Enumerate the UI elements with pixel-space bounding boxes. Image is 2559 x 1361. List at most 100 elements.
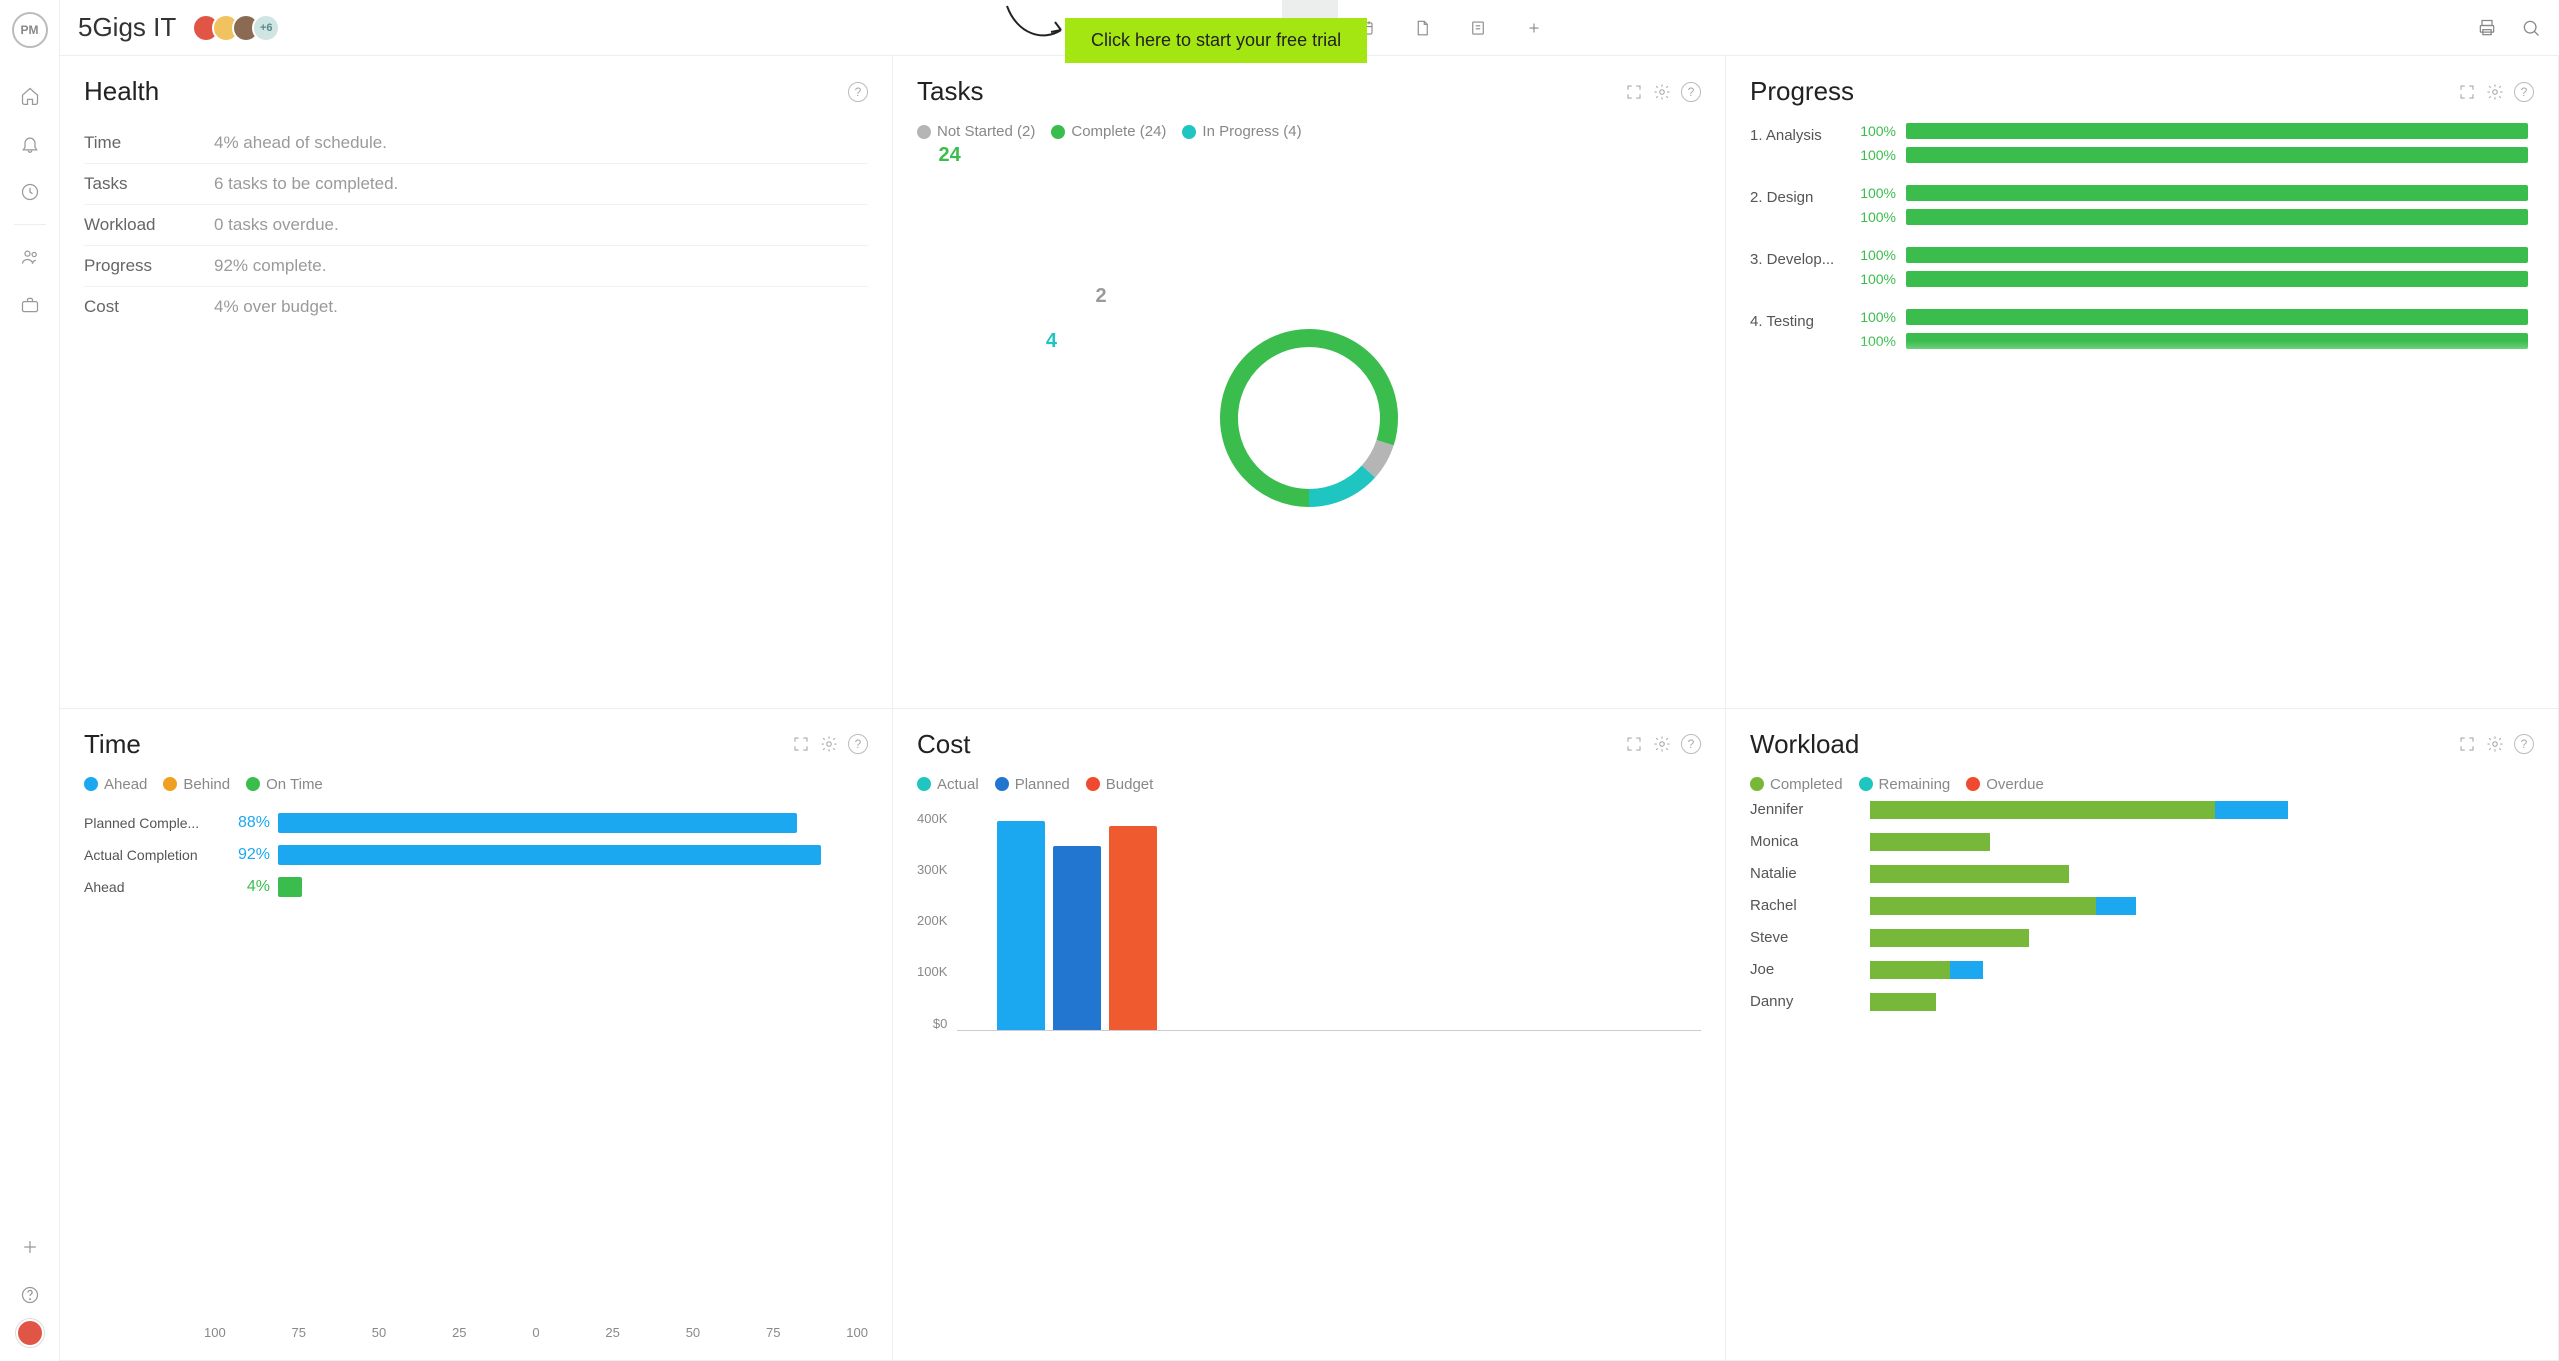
add-icon[interactable] xyxy=(10,1227,50,1267)
legend-item: Completed xyxy=(1750,776,1843,793)
view-report-icon[interactable] xyxy=(1450,0,1506,56)
workload-row: Monica xyxy=(1750,833,2534,851)
help-icon[interactable] xyxy=(10,1275,50,1315)
legend-item: Ahead xyxy=(84,776,147,793)
legend-item: In Progress (4) xyxy=(1182,123,1301,140)
view-add-icon[interactable] xyxy=(1506,0,1562,56)
project-title: 5Gigs IT xyxy=(78,12,176,43)
sidebar: PM xyxy=(0,0,60,1361)
progress-bar xyxy=(1906,185,2528,201)
health-value: 4% over budget. xyxy=(214,297,338,317)
topbar-right xyxy=(2477,18,2541,38)
workload-segment xyxy=(1870,897,2096,915)
panel-help-icon[interactable]: ? xyxy=(848,82,868,102)
panel-time: Time ? Ahead Behind On Time Planned Comple… xyxy=(60,709,893,1361)
settings-icon[interactable] xyxy=(2486,83,2504,101)
cost-bar xyxy=(997,821,1045,1030)
axis-tick: 100K xyxy=(917,964,947,979)
workload-row: Natalie xyxy=(1750,865,2534,883)
time-label: Ahead xyxy=(84,879,214,895)
time-row: Actual Completion92% xyxy=(84,845,868,865)
settings-icon[interactable] xyxy=(1653,83,1671,101)
axis-tick: 100 xyxy=(846,1325,868,1340)
print-icon[interactable] xyxy=(2477,18,2497,38)
legend-label: Actual xyxy=(937,776,979,793)
expand-icon[interactable] xyxy=(1625,735,1643,753)
people-icon[interactable] xyxy=(10,237,50,277)
panel-progress: Progress ? 1. Analysis100%100%2. Design1… xyxy=(1726,56,2559,709)
workload-name: Monica xyxy=(1750,833,1870,850)
health-row: Workload0 tasks overdue. xyxy=(84,205,868,246)
topbar: 5Gigs IT +6 Click here to start your fre xyxy=(60,0,2559,56)
progress-pct: 100% xyxy=(1856,309,1896,325)
progress-item: 3. Develop...100%100% xyxy=(1750,247,2528,287)
avatar-stack[interactable]: +6 xyxy=(192,14,280,42)
cost-chart xyxy=(957,801,1701,1031)
legend-swatch xyxy=(1859,777,1873,791)
cta-button[interactable]: Click here to start your free trial xyxy=(1065,18,1367,63)
time-row: Ahead4% xyxy=(84,877,868,897)
settings-icon[interactable] xyxy=(820,735,838,753)
donut-value-label: 24 xyxy=(939,144,961,167)
progress-pct: 100% xyxy=(1856,123,1896,139)
view-file-icon[interactable] xyxy=(1394,0,1450,56)
legend-item: Budget xyxy=(1086,776,1154,793)
axis-tick: 400K xyxy=(917,811,947,826)
workload-name: Joe xyxy=(1750,961,1870,978)
legend-swatch xyxy=(995,777,1009,791)
workload-segment xyxy=(1870,801,2215,819)
health-label: Time xyxy=(84,133,214,153)
panel-help-icon[interactable]: ? xyxy=(2514,734,2534,754)
axis-tick: 100 xyxy=(204,1325,226,1340)
expand-icon[interactable] xyxy=(792,735,810,753)
progress-item: 1. Analysis100%100% xyxy=(1750,123,2528,163)
home-icon[interactable] xyxy=(10,76,50,116)
member-avatar-more[interactable]: +6 xyxy=(252,14,280,42)
health-row: Tasks6 tasks to be completed. xyxy=(84,164,868,205)
progress-pct: 100% xyxy=(1856,333,1896,349)
panel-help-icon[interactable]: ? xyxy=(1681,82,1701,102)
panel-title: Time xyxy=(84,729,141,760)
axis-tick: 75 xyxy=(766,1325,780,1340)
axis-tick: 0 xyxy=(532,1325,539,1340)
workload-segment xyxy=(1870,993,1936,1011)
time-label: Planned Comple... xyxy=(84,815,214,831)
health-value: 92% complete. xyxy=(214,256,326,276)
panel-help-icon[interactable]: ? xyxy=(1681,734,1701,754)
legend-label: Budget xyxy=(1106,776,1154,793)
briefcase-icon[interactable] xyxy=(10,285,50,325)
expand-icon[interactable] xyxy=(2458,735,2476,753)
legend-item: Actual xyxy=(917,776,979,793)
legend-item: Behind xyxy=(163,776,230,793)
panel-help-icon[interactable]: ? xyxy=(2514,82,2534,102)
progress-bar xyxy=(1906,209,2528,225)
health-label: Tasks xyxy=(84,174,214,194)
legend-label: On Time xyxy=(266,776,323,793)
legend-swatch xyxy=(246,777,260,791)
clock-icon[interactable] xyxy=(10,172,50,212)
panel-title: Health xyxy=(84,76,159,107)
search-icon[interactable] xyxy=(2521,18,2541,38)
axis-tick: 75 xyxy=(292,1325,306,1340)
workload-body: JenniferMonicaNatalieRachelSteveJoeDanny xyxy=(1750,801,2534,1341)
time-bar xyxy=(278,877,302,897)
settings-icon[interactable] xyxy=(2486,735,2504,753)
progress-bar xyxy=(1906,123,2528,139)
time-bar xyxy=(278,845,821,865)
axis-tick: $0 xyxy=(917,1016,947,1031)
legend-label: Behind xyxy=(183,776,230,793)
legend-label: Complete (24) xyxy=(1071,123,1166,140)
expand-icon[interactable] xyxy=(2458,83,2476,101)
panel-help-icon[interactable]: ? xyxy=(848,734,868,754)
user-avatar[interactable] xyxy=(16,1319,44,1347)
bell-icon[interactable] xyxy=(10,124,50,164)
progress-pct: 100% xyxy=(1856,185,1896,201)
legend-item: Planned xyxy=(995,776,1070,793)
settings-icon[interactable] xyxy=(1653,735,1671,753)
legend-swatch xyxy=(1750,777,1764,791)
time-legend: Ahead Behind On Time xyxy=(84,776,868,793)
expand-icon[interactable] xyxy=(1625,83,1643,101)
axis-tick: 200K xyxy=(917,913,947,928)
app-logo[interactable]: PM xyxy=(12,12,48,48)
legend-label: Overdue xyxy=(1986,776,2044,793)
